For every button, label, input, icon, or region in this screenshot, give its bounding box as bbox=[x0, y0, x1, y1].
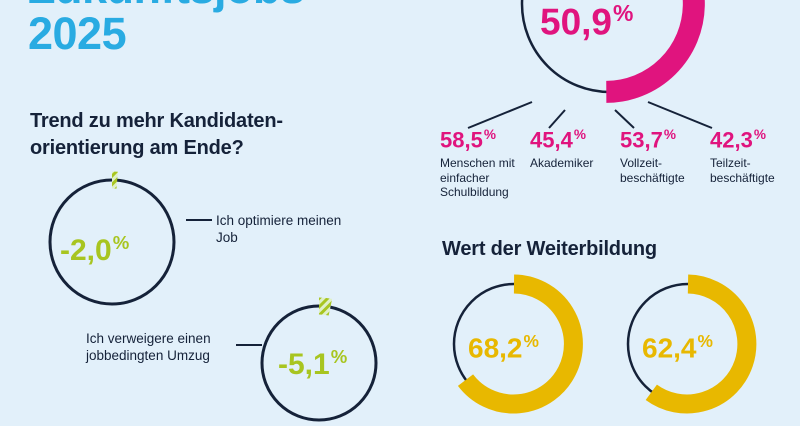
stat-label: Akademiker bbox=[530, 156, 594, 171]
section-heading-weiterbildung: Wert der Weiterbildung bbox=[442, 238, 657, 260]
main-donut-chart bbox=[512, 0, 708, 103]
main-donut-value: 50,9% bbox=[540, 0, 634, 43]
stat-unit: % bbox=[483, 127, 496, 142]
main-donut-breakdown-stats: 58,5% Menschen mit einfacher Schulbildun… bbox=[440, 128, 800, 200]
stat-item: 45,4% Akademiker bbox=[530, 128, 620, 200]
stat-number: 45,4 bbox=[530, 127, 573, 153]
weiterbildung-1-value: 68,2% bbox=[468, 331, 539, 364]
page-title-line2: 2025 bbox=[28, 8, 127, 59]
optimiere-job-value: -2,0% bbox=[60, 232, 130, 267]
umzug-label: Ich verweigere einen jobbedingten Umzug bbox=[86, 331, 211, 363]
optimiere-job-donut-chart bbox=[44, 171, 180, 310]
stat-unit: % bbox=[753, 127, 766, 142]
stat-value: 42,3% bbox=[710, 128, 794, 151]
stat-label: Menschen mit einfacher Schulbildung bbox=[440, 156, 515, 200]
infographic-canvas: Zukunftsjobs 2025 Trend zu mehr Kandidat… bbox=[28, 0, 800, 422]
stat-label: Vollzeit-beschäftigte bbox=[620, 156, 685, 185]
stat-unit: % bbox=[663, 127, 676, 142]
main-donut-unit: % bbox=[613, 0, 634, 26]
optimiere-job-unit: % bbox=[112, 232, 130, 253]
stat-item: 53,7% Vollzeit-beschäftigte bbox=[620, 128, 710, 200]
stat-value: 45,4% bbox=[530, 128, 614, 151]
weiterbildung-1-unit: % bbox=[523, 331, 539, 351]
umzug-value: -5,1% bbox=[278, 346, 348, 381]
optimiere-job-label: Ich optimiere meinen Job bbox=[216, 213, 342, 245]
stat-unit: % bbox=[573, 127, 586, 142]
optimiere-job-number: -2,0 bbox=[60, 234, 112, 267]
stat-value: 58,5% bbox=[440, 128, 524, 151]
stat-number: 53,7 bbox=[620, 127, 663, 153]
page-title-line1: Zukunftsjobs bbox=[28, 0, 305, 14]
umzug-number: -5,1 bbox=[278, 348, 330, 381]
stat-number: 42,3 bbox=[710, 127, 753, 153]
stat-value: 53,7% bbox=[620, 128, 704, 151]
weiterbildung-1-number: 68,2 bbox=[468, 332, 523, 364]
umzug-unit: % bbox=[330, 346, 348, 367]
main-donut-number: 50,9 bbox=[540, 1, 613, 43]
section-heading-trend: Trend zu mehr Kandidaten-orientierung am… bbox=[30, 110, 283, 159]
stat-item: 42,3% Teilzeit-beschäftigte bbox=[710, 128, 800, 200]
weiterbildung-2-number: 62,4 bbox=[642, 332, 697, 364]
stat-item: 58,5% Menschen mit einfacher Schulbildun… bbox=[440, 128, 530, 200]
weiterbildung-2-value: 62,4% bbox=[642, 331, 713, 364]
weiterbildung-2-unit: % bbox=[697, 331, 713, 351]
stat-label: Teilzeit-beschäftigte bbox=[710, 156, 775, 185]
stat-number: 58,5 bbox=[440, 127, 483, 153]
